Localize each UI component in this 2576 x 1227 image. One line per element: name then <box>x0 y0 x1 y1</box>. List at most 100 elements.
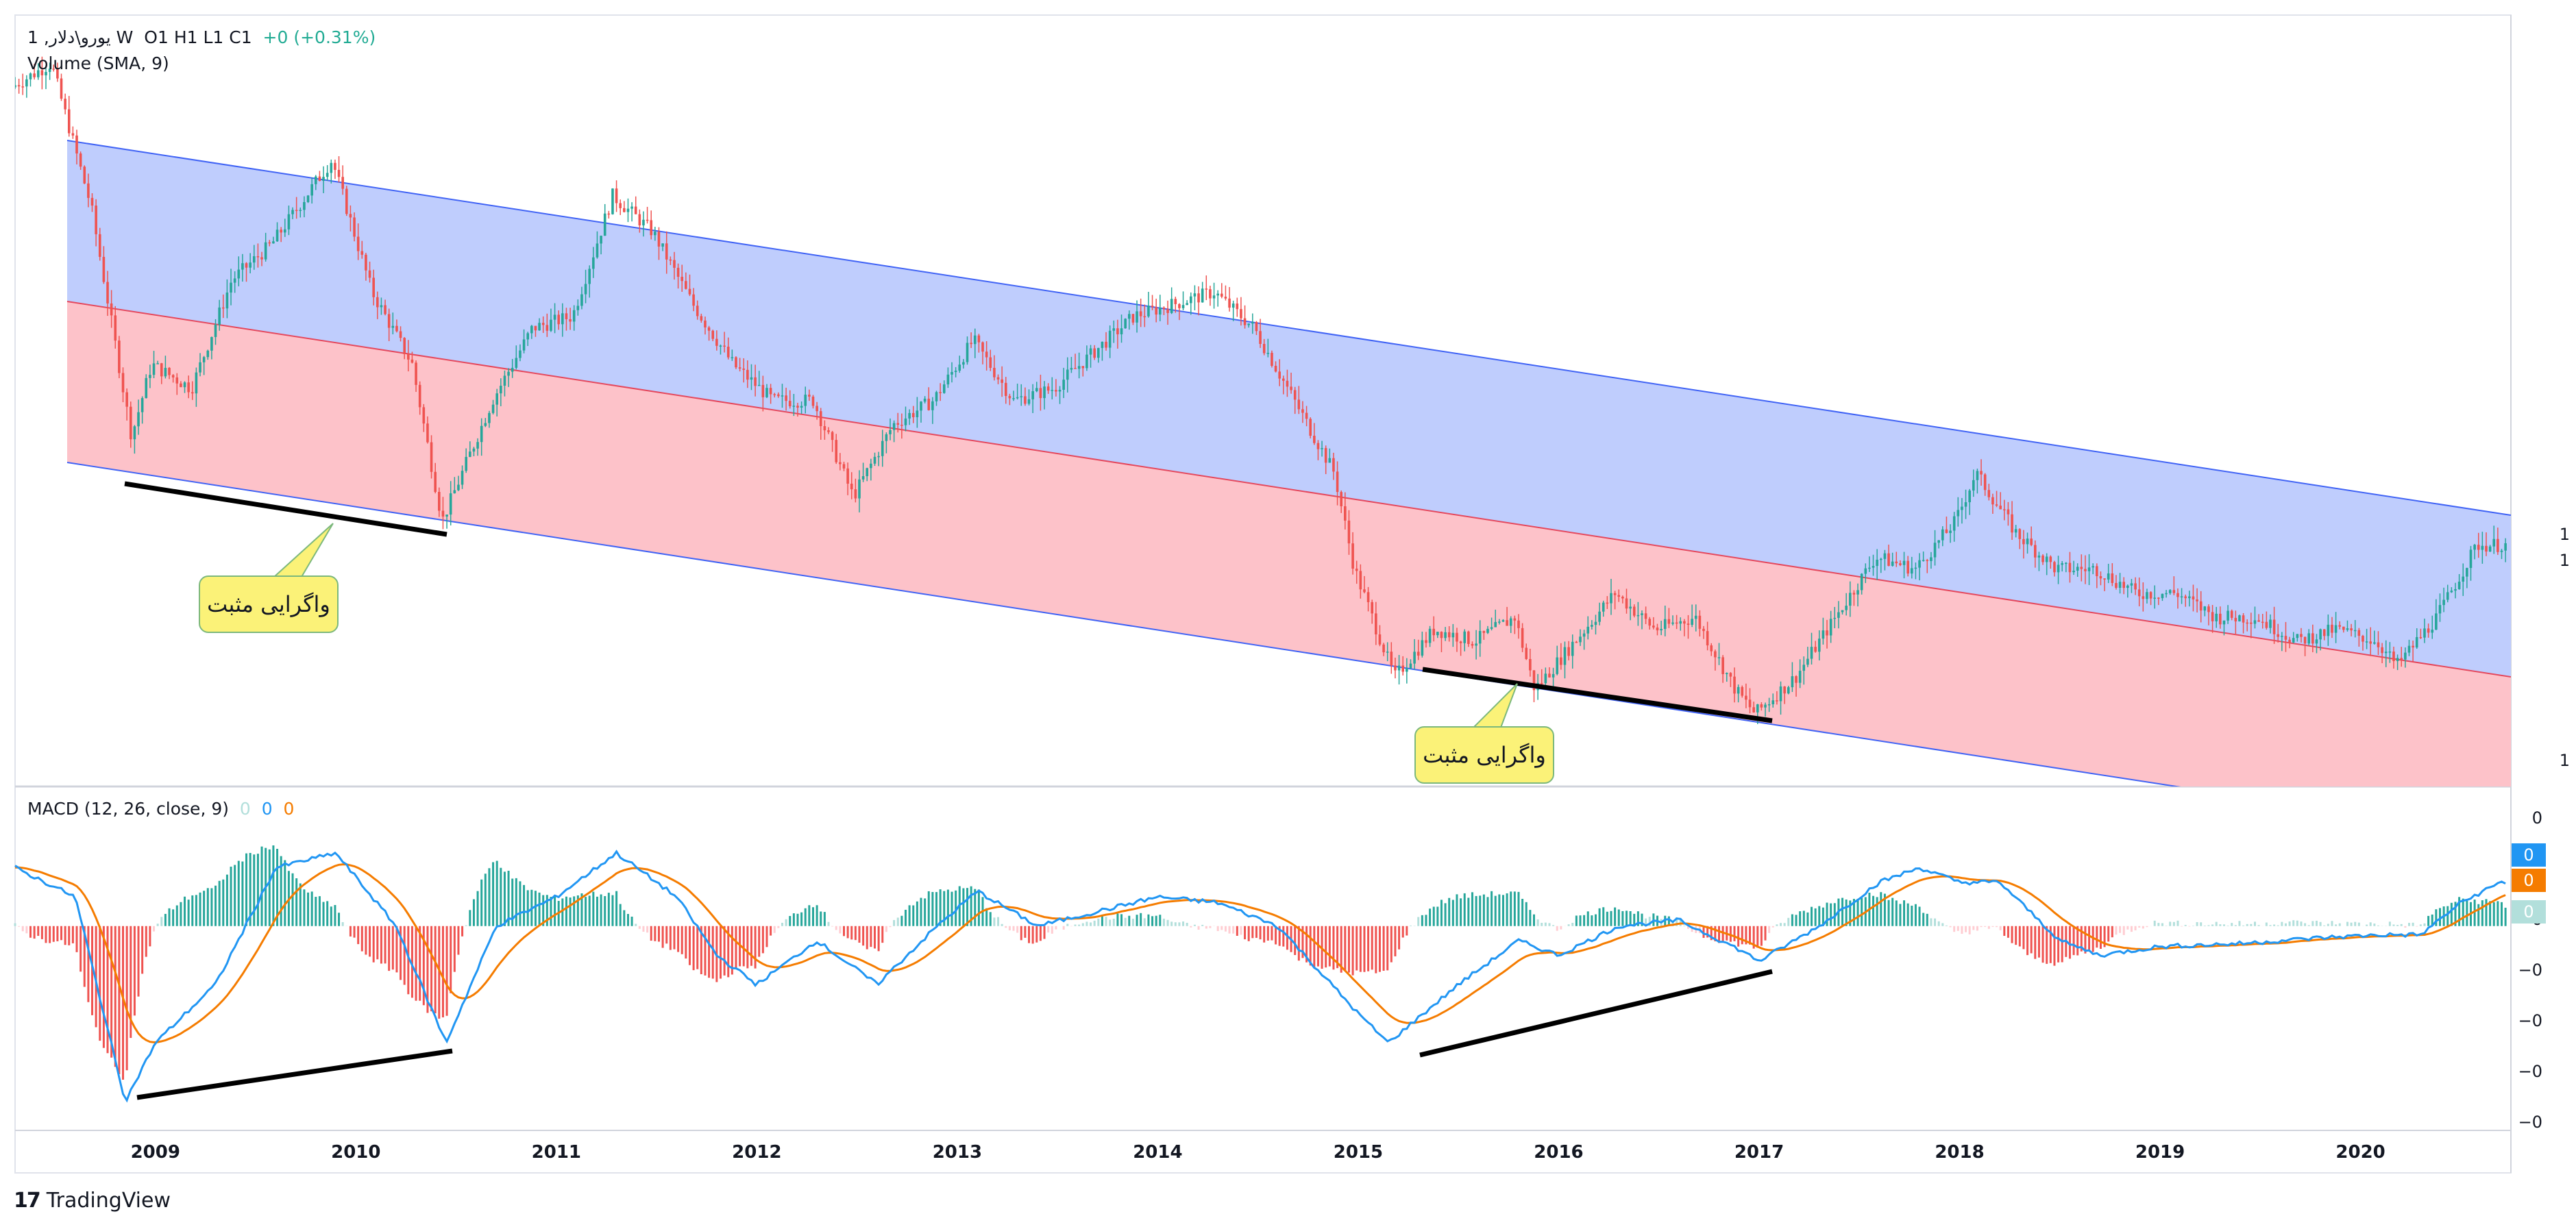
candle <box>1406 668 1408 672</box>
candle <box>1798 671 1802 683</box>
candle <box>2134 583 2137 590</box>
candle <box>1324 448 1327 463</box>
candle <box>750 377 753 380</box>
candle <box>785 395 787 401</box>
candle <box>1610 593 1612 604</box>
candle <box>1714 651 1717 658</box>
candle <box>1660 629 1663 631</box>
candle <box>180 383 182 388</box>
candle <box>2369 641 2372 644</box>
candle <box>2111 573 2114 583</box>
candle <box>2322 629 2326 636</box>
candle <box>1290 386 1292 391</box>
candle <box>2412 645 2414 648</box>
candle <box>214 324 217 337</box>
candle <box>1096 347 1100 358</box>
candle <box>2107 573 2110 580</box>
candle <box>1814 647 1817 652</box>
candle <box>553 314 556 320</box>
candle <box>580 294 583 306</box>
candle <box>1529 658 1532 671</box>
candle <box>1158 307 1162 315</box>
candle <box>1359 571 1362 590</box>
positive-divergence-callout[interactable]: واگرایی مثبت <box>199 575 339 633</box>
candle <box>299 210 302 211</box>
candle <box>1209 289 1212 299</box>
candle <box>2122 582 2125 588</box>
candle <box>1663 619 1667 630</box>
candle <box>1101 341 1104 348</box>
candle <box>685 281 687 289</box>
positive-divergence-callout[interactable]: واگرایی مثبت <box>1414 726 1554 784</box>
candle <box>2041 555 2044 562</box>
candle <box>626 208 630 212</box>
candle <box>106 282 109 303</box>
candle <box>2481 545 2484 550</box>
candle <box>896 423 900 425</box>
candle <box>1810 647 1813 659</box>
candle <box>79 153 82 167</box>
candle <box>1181 305 1185 308</box>
candle <box>1127 314 1131 319</box>
candle <box>2096 566 2098 576</box>
candle <box>796 406 799 408</box>
candle <box>530 325 533 334</box>
candle <box>646 219 649 221</box>
candle <box>415 362 417 385</box>
candle <box>2026 538 2029 545</box>
macd-axis-tick: −0 <box>2518 1113 2542 1132</box>
candle <box>2442 599 2445 606</box>
candle <box>1255 322 1258 332</box>
candle <box>1309 419 1312 436</box>
candle <box>572 310 576 322</box>
candle <box>168 367 171 375</box>
candle <box>407 354 410 360</box>
candle <box>1432 628 1436 636</box>
candle <box>1540 683 1543 684</box>
candle <box>1274 365 1277 372</box>
candle <box>2168 590 2172 593</box>
candle <box>469 451 471 457</box>
candle <box>800 406 803 408</box>
candle <box>2407 645 2411 653</box>
time-axis-tick: 2015 <box>1334 1142 1383 1163</box>
candle <box>272 241 275 244</box>
candle <box>1293 390 1297 400</box>
candle <box>345 188 348 214</box>
candle <box>1506 620 1508 626</box>
candle <box>1617 595 1621 597</box>
candle <box>1551 673 1555 678</box>
candle <box>1051 390 1054 391</box>
candle <box>121 373 125 393</box>
candle <box>2215 613 2218 621</box>
candle <box>2261 621 2264 623</box>
candle <box>387 314 391 328</box>
tradingview-logo[interactable]: 17 TradingView <box>14 1189 171 1213</box>
time-axis-tick: 2010 <box>331 1142 380 1163</box>
candle <box>1378 634 1382 645</box>
candle <box>823 426 826 431</box>
candle <box>1591 625 1593 627</box>
candle <box>996 377 1000 380</box>
candle <box>1606 602 1609 604</box>
candle <box>731 357 734 358</box>
candle <box>522 339 526 351</box>
candle <box>1201 288 1204 303</box>
candle <box>1228 298 1231 308</box>
candle <box>1729 673 1732 677</box>
candle <box>17 85 21 87</box>
candle <box>2184 596 2187 599</box>
candle <box>275 230 279 242</box>
candle <box>449 493 452 515</box>
candle <box>2466 568 2468 577</box>
candle <box>1093 348 1096 358</box>
candle <box>1756 704 1759 712</box>
candle <box>40 70 44 75</box>
candle <box>2246 622 2249 624</box>
candle <box>819 411 822 427</box>
candle <box>569 319 572 322</box>
candle <box>908 412 911 419</box>
candle <box>1802 665 1806 671</box>
macd-label: MACD (12, 26, close, 9) <box>27 799 229 819</box>
